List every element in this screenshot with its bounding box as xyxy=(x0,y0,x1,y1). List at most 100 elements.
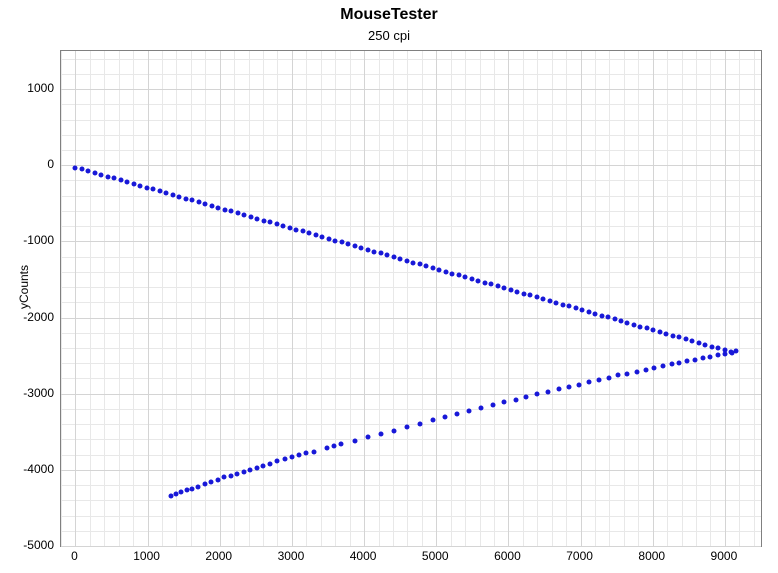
data-point xyxy=(157,189,162,194)
x-tick-label: 2000 xyxy=(205,549,232,563)
data-point xyxy=(215,477,220,482)
data-point xyxy=(325,446,330,451)
data-point xyxy=(235,211,240,216)
data-point xyxy=(716,346,721,351)
y-tick-label: -3000 xyxy=(20,386,54,400)
data-point xyxy=(326,236,331,241)
data-point xyxy=(339,442,344,447)
data-point xyxy=(164,191,169,196)
data-point xyxy=(450,271,455,276)
data-point xyxy=(177,194,182,199)
data-point xyxy=(275,459,280,464)
grid-line-x-minor xyxy=(422,51,423,546)
grid-line-y-major xyxy=(61,318,761,319)
y-tick-label: 0 xyxy=(20,157,54,171)
grid-line-x-minor xyxy=(451,51,452,546)
data-point xyxy=(660,363,665,368)
grid-line-y-minor xyxy=(61,196,761,197)
grid-line-x-minor xyxy=(133,51,134,546)
grid-line-x-minor xyxy=(465,51,466,546)
data-point xyxy=(513,397,518,402)
data-point xyxy=(372,249,377,254)
data-point xyxy=(255,216,260,221)
data-point xyxy=(138,183,143,188)
grid-line-x-major xyxy=(653,51,654,546)
grid-line-y-major xyxy=(61,89,761,90)
data-point xyxy=(567,304,572,309)
data-point xyxy=(634,369,639,374)
x-tick-label: 1000 xyxy=(133,549,160,563)
data-point xyxy=(577,382,582,387)
data-point xyxy=(86,169,91,174)
data-point xyxy=(482,280,487,285)
grid-line-y-minor xyxy=(61,180,761,181)
y-tick-label: -2000 xyxy=(20,310,54,324)
x-tick-label: 4000 xyxy=(350,549,377,563)
data-point xyxy=(196,484,201,489)
data-point xyxy=(677,360,682,365)
grid-line-x-major xyxy=(220,51,221,546)
data-point xyxy=(560,302,565,307)
grid-line-x-minor xyxy=(205,51,206,546)
data-point xyxy=(392,428,397,433)
data-point xyxy=(554,300,559,305)
grid-line-x-minor xyxy=(552,51,553,546)
grid-line-y-minor xyxy=(61,211,761,212)
grid-line-x-minor xyxy=(739,51,740,546)
grid-line-x-minor xyxy=(277,51,278,546)
grid-line-y-minor xyxy=(61,302,761,303)
data-point xyxy=(463,275,468,280)
data-point xyxy=(320,234,325,239)
grid-line-y-minor xyxy=(61,439,761,440)
data-point xyxy=(105,174,110,179)
y-tick-label: -5000 xyxy=(20,538,54,552)
grid-line-y-minor xyxy=(61,455,761,456)
data-point xyxy=(521,291,526,296)
grid-line-y-minor xyxy=(61,74,761,75)
grid-line-x-minor xyxy=(638,51,639,546)
grid-line-x-major xyxy=(508,51,509,546)
data-point xyxy=(268,220,273,225)
x-tick-label: 8000 xyxy=(638,549,665,563)
data-point xyxy=(625,371,630,376)
x-tick-label: 7000 xyxy=(566,549,593,563)
data-point xyxy=(281,224,286,229)
data-point xyxy=(404,258,409,263)
grid-line-x-major xyxy=(75,51,76,546)
data-point xyxy=(417,262,422,267)
data-point xyxy=(92,170,97,175)
grid-line-y-major xyxy=(61,470,761,471)
data-point xyxy=(365,247,370,252)
data-point xyxy=(352,244,357,249)
y-axis-label: yCounts xyxy=(17,264,31,308)
data-point xyxy=(359,245,364,250)
data-point xyxy=(73,165,78,170)
data-point xyxy=(268,461,273,466)
grid-line-x-minor xyxy=(696,51,697,546)
data-point xyxy=(597,377,602,382)
data-point xyxy=(203,202,208,207)
grid-line-x-minor xyxy=(566,51,567,546)
data-point xyxy=(490,403,495,408)
data-point xyxy=(586,309,591,314)
data-point xyxy=(593,311,598,316)
data-point xyxy=(131,181,136,186)
data-point xyxy=(515,289,520,294)
grid-line-x-major xyxy=(364,51,365,546)
data-point xyxy=(696,340,701,345)
data-point xyxy=(311,449,316,454)
grid-line-x-minor xyxy=(263,51,264,546)
data-point xyxy=(170,192,175,197)
grid-line-x-minor xyxy=(90,51,91,546)
data-point xyxy=(151,187,156,192)
data-point xyxy=(313,233,318,238)
grid-line-x-minor xyxy=(119,51,120,546)
data-point xyxy=(535,392,540,397)
data-point xyxy=(430,418,435,423)
data-point xyxy=(169,494,174,499)
data-point xyxy=(125,180,130,185)
grid-line-y-major xyxy=(61,241,761,242)
data-point xyxy=(118,178,123,183)
data-point xyxy=(677,335,682,340)
data-point xyxy=(690,339,695,344)
